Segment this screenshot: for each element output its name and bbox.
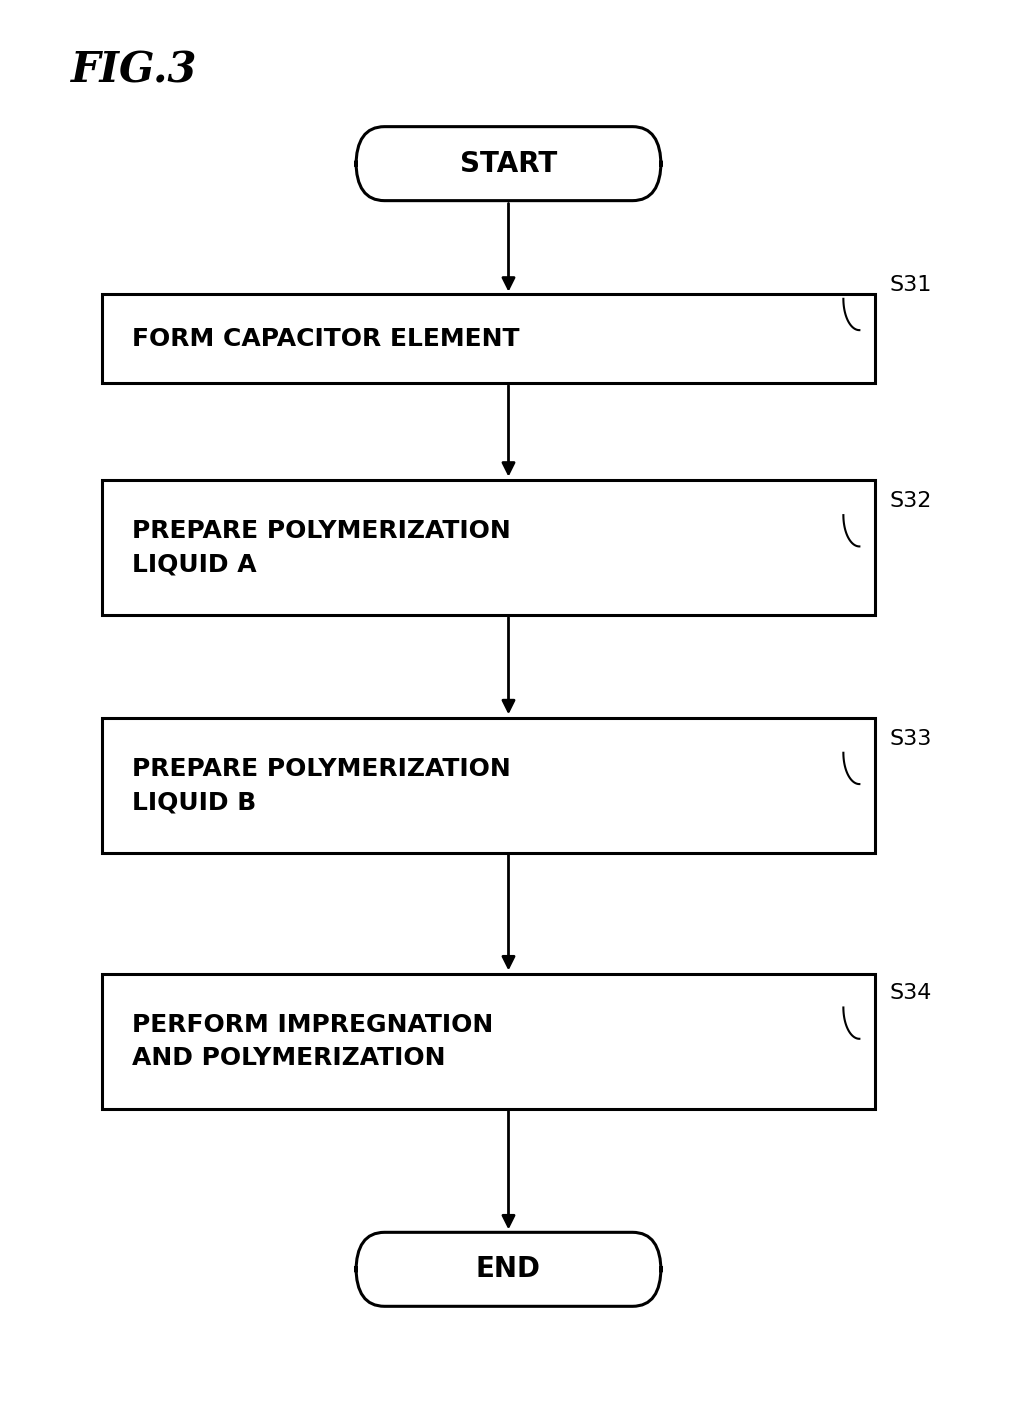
Text: PREPARE POLYMERIZATION
LIQUID B: PREPARE POLYMERIZATION LIQUID B	[132, 757, 511, 814]
Text: FIG.3: FIG.3	[71, 50, 197, 92]
Bar	[102, 293, 875, 383]
Text: END: END	[476, 1255, 541, 1284]
Text: S34: S34	[890, 983, 933, 1003]
Text: FORM CAPACITOR ELEMENT: FORM CAPACITOR ELEMENT	[132, 327, 520, 350]
Text: S32: S32	[890, 491, 933, 511]
FancyBboxPatch shape	[356, 127, 661, 201]
Bar	[102, 481, 875, 615]
Text: PERFORM IMPREGNATION
AND POLYMERIZATION: PERFORM IMPREGNATION AND POLYMERIZATION	[132, 1013, 493, 1070]
Text: PREPARE POLYMERIZATION
LIQUID A: PREPARE POLYMERIZATION LIQUID A	[132, 519, 511, 576]
Text: S33: S33	[890, 729, 933, 748]
Bar	[102, 717, 875, 852]
Text: S31: S31	[890, 275, 933, 295]
Text: START: START	[460, 149, 557, 178]
Bar	[102, 973, 875, 1110]
FancyBboxPatch shape	[356, 1232, 661, 1306]
